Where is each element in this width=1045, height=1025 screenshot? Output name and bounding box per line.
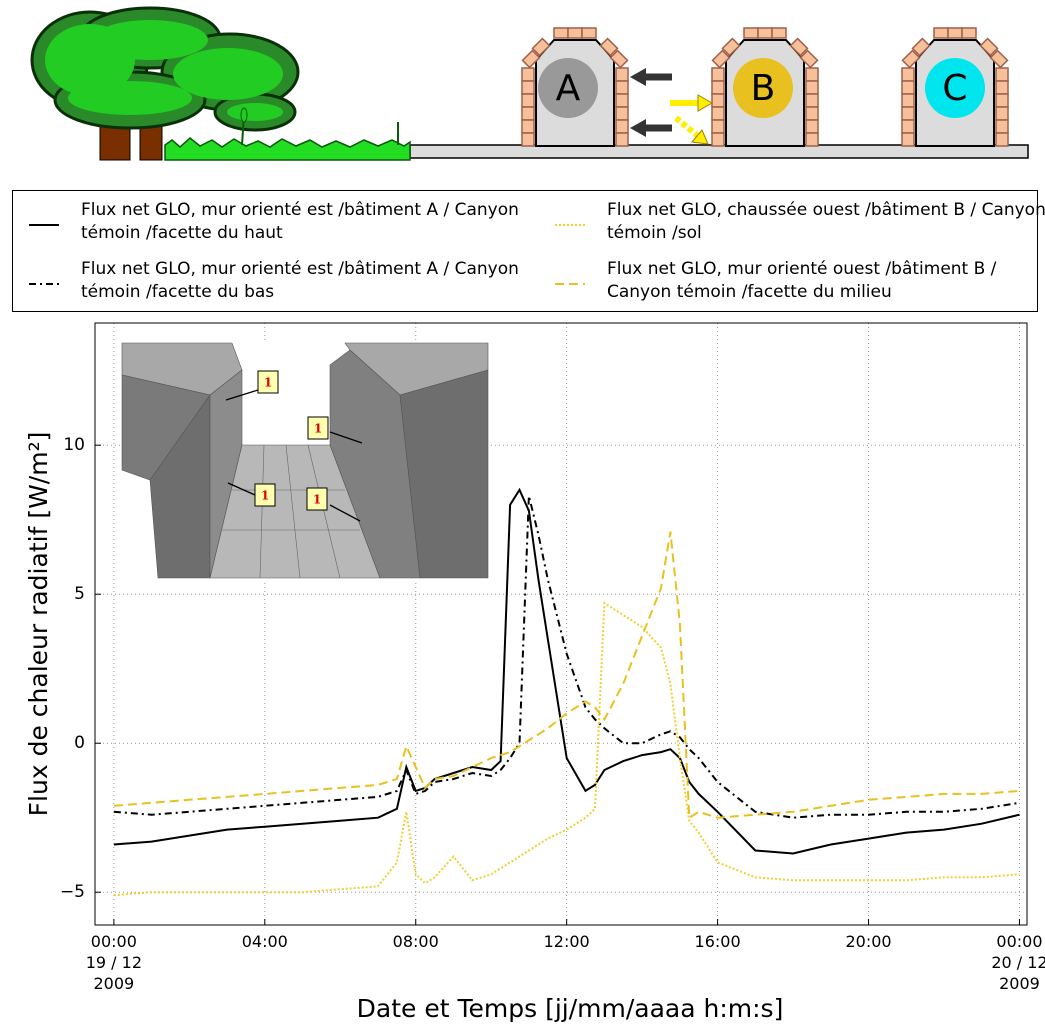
x-tick-label: 08:00: [392, 932, 439, 951]
series-line: [113, 495, 1020, 819]
legend: Flux net GLO, mur orienté est /bâtiment …: [12, 190, 1045, 312]
building-label: B: [751, 68, 776, 109]
y-tick-label: −5: [60, 882, 85, 902]
building-label: A: [556, 68, 581, 109]
x-tick-label: 04:00: [241, 932, 288, 951]
legend-label: Flux net GLO, chaussée ouest /bâtiment B…: [607, 200, 1045, 243]
legend-sample: [29, 283, 59, 285]
x-tick-label: 00:00 20 / 12 2009: [991, 932, 1045, 993]
y-tick-label: 0: [74, 733, 85, 753]
inset: 1 1 1 1: [121, 342, 489, 580]
x-tick-label: 20:00: [845, 932, 892, 951]
x-tick-label: 00:00 19 / 12 2009: [85, 932, 142, 993]
y-tick-label: 10: [63, 435, 85, 455]
plot-area: [95, 323, 1027, 925]
x-axis-label: Date et Temps [jj/mm/aaaa h:m:s]: [357, 994, 784, 1023]
axes-frame: [94, 322, 1028, 926]
inset-label: 1: [313, 493, 321, 507]
y-axis-label: Flux de chaleur radiatif [W/m²]: [24, 432, 53, 817]
legend-label: Flux net GLO, mur orienté est /bâtiment …: [81, 200, 519, 243]
inset-label: 1: [261, 489, 269, 503]
illustration: A B C: [30, 6, 1029, 161]
x-tick-label: 16:00: [694, 932, 741, 951]
series-line: [113, 601, 1020, 897]
legend-sample: [555, 224, 585, 226]
inset-label: 1: [314, 422, 322, 436]
building-label: C: [942, 68, 967, 109]
y-tick-label: 5: [74, 584, 85, 604]
legend-label: Flux net GLO, mur orienté est /bâtiment …: [81, 259, 519, 302]
inset-label: 1: [264, 376, 272, 390]
series-line: [113, 531, 1020, 820]
legend-sample: [555, 283, 585, 285]
x-tick-label: 12:00: [543, 932, 590, 951]
series-line: [113, 487, 1020, 855]
legend-sample: [29, 224, 59, 226]
legend-label: Flux net GLO, mur orienté ouest /bâtimen…: [607, 259, 997, 302]
